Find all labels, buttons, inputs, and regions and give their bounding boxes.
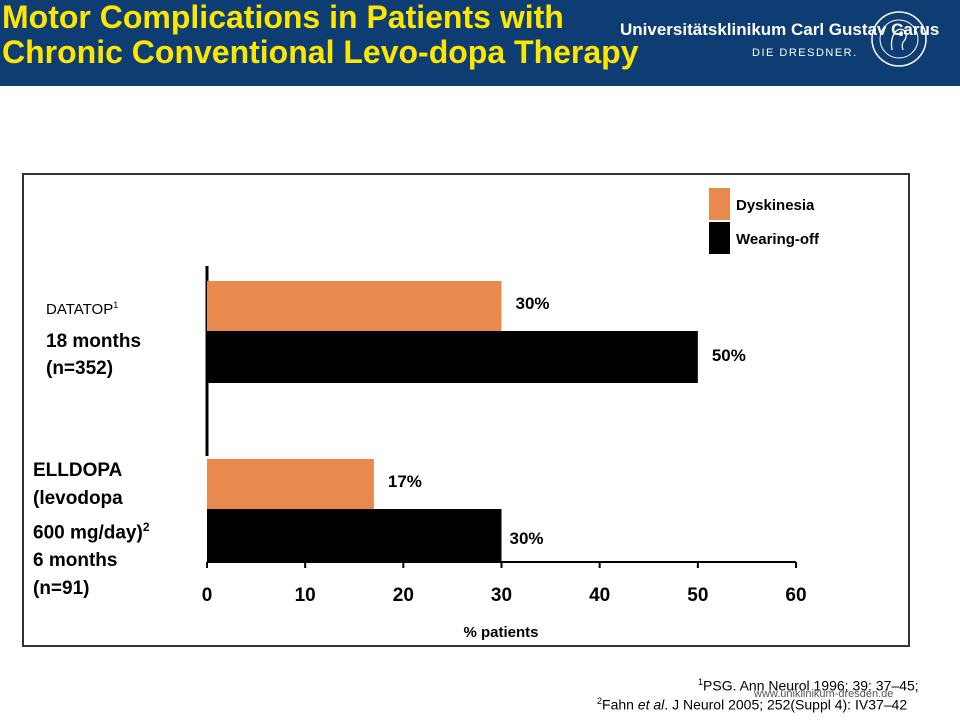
data-label-elldopa-wearing-off: 30% — [510, 529, 544, 548]
bar-elldopa-dyskinesia — [207, 459, 374, 511]
university-seal-logo — [871, 11, 927, 67]
elldopa-dose: 600 mg/day)2 — [33, 520, 150, 544]
slide-title: Motor Complications in Patients with Chr… — [2, 0, 639, 70]
x-tick-label-20: 20 — [393, 585, 414, 606]
website-url[interactable]: www.uniklinikum-dresden.de — [754, 688, 894, 700]
legend-wearing-off-label: Wearing-off — [736, 231, 820, 248]
bar-datatop-wearing-off — [207, 331, 698, 383]
x-axis-label: % patients — [463, 624, 538, 641]
datatop-name: DATATOP — [46, 301, 114, 318]
x-tick-label-30: 30 — [491, 585, 512, 606]
elldopa-n: (n=91) — [33, 578, 90, 600]
legend-dyskinesia-swatch — [709, 188, 730, 220]
institution-subtitle: DIE DRESDNER. — [752, 47, 858, 59]
legend-wearing-off-swatch — [709, 222, 730, 254]
datatop-label: DATATOP1 — [46, 300, 118, 318]
x-tick-label-50: 50 — [687, 585, 708, 606]
footnote-2: 2Fahn et al. J Neurol 2005; 252(Suppl 4)… — [597, 696, 908, 713]
footnote-1: 1PSG. Ann Neurol 1996; 39: 37–45; — [698, 677, 919, 694]
elldopa-ref: 2 — [142, 520, 150, 534]
datatop-ref: 1 — [113, 300, 119, 310]
title-line-1: Motor Complications in Patients with — [2, 0, 564, 35]
datatop-n: (n=352) — [46, 358, 114, 379]
x-tick-label-10: 10 — [295, 585, 316, 606]
elldopa-drug: (levodopa — [33, 488, 123, 509]
elldopa-duration: 6 months — [33, 550, 118, 572]
datatop-details: 18 months (n=352) — [46, 328, 141, 382]
header-bar: Motor Complications in Patients with Chr… — [0, 0, 960, 86]
x-tick-label-60: 60 — [785, 585, 806, 606]
institution-name: Universitätsklinikum Carl Gustav Carus — [620, 20, 940, 39]
data-label-datatop-dyskinesia: 30% — [516, 294, 550, 313]
x-tick-label-0: 0 — [202, 585, 213, 606]
elldopa-label: ELLDOPA (levodopa 600 mg/day)2 6 months … — [33, 457, 150, 603]
title-line-2: Chronic Conventional Levo-dopa Therapy — [2, 34, 639, 70]
datatop-duration: 18 months — [46, 331, 142, 352]
data-label-elldopa-dyskinesia: 17% — [388, 472, 422, 491]
x-tick-label-40: 40 — [589, 585, 610, 606]
elldopa-name: ELLDOPA — [33, 460, 123, 481]
legend-dyskinesia-label: Dyskinesia — [736, 197, 815, 214]
bar-elldopa-wearing-off — [207, 509, 502, 561]
chart-frame — [22, 173, 910, 647]
bar-datatop-dyskinesia — [207, 281, 502, 333]
data-label-datatop-wearing-off: 50% — [712, 346, 746, 365]
